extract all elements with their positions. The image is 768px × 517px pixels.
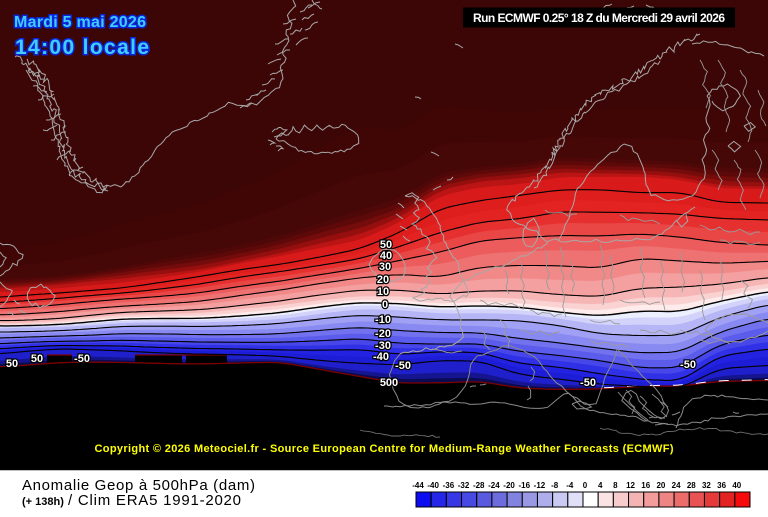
svg-text:-30: -30	[375, 340, 391, 352]
svg-text:20: 20	[377, 274, 389, 286]
svg-text:0: 0	[583, 481, 588, 490]
svg-text:0: 0	[382, 299, 388, 311]
svg-text:40: 40	[732, 481, 741, 490]
svg-text:30: 30	[379, 261, 391, 273]
svg-text:14:00 locale: 14:00 locale	[15, 36, 149, 59]
svg-text:Run ECMWF 0.25° 18 Z du Mercre: Run ECMWF 0.25° 18 Z du Mercredi 29 avri…	[473, 11, 725, 25]
svg-text:36: 36	[717, 481, 726, 490]
svg-text:40: 40	[380, 250, 392, 262]
svg-text:-20: -20	[375, 328, 391, 340]
svg-text:-36: -36	[443, 481, 455, 490]
svg-text:50: 50	[31, 353, 43, 365]
svg-text:28: 28	[687, 481, 696, 490]
svg-text:-8: -8	[551, 481, 559, 490]
svg-text:50: 50	[6, 358, 18, 370]
svg-text:50: 50	[380, 239, 392, 251]
svg-text:-10: -10	[375, 314, 391, 326]
svg-text:10: 10	[377, 286, 389, 298]
svg-text:8: 8	[613, 481, 618, 490]
svg-text:Anomalie Geop à 500hPa (dam): Anomalie Geop à 500hPa (dam)	[22, 477, 255, 494]
svg-text:(+ 138h): (+ 138h)	[22, 496, 64, 508]
svg-text:Mardi 5 mai 2026: Mardi 5 mai 2026	[14, 14, 146, 31]
svg-text:Copyright © 2026 Meteociel.fr: Copyright © 2026 Meteociel.fr - Source E…	[95, 443, 674, 455]
svg-text:-50: -50	[580, 377, 596, 389]
svg-text:-20: -20	[503, 481, 515, 490]
svg-text:4: 4	[598, 481, 603, 490]
svg-text:-28: -28	[473, 481, 485, 490]
svg-text:-40: -40	[373, 351, 389, 363]
svg-text:-12: -12	[534, 481, 546, 490]
svg-text:-50: -50	[74, 353, 90, 365]
svg-text:-50: -50	[395, 360, 411, 372]
svg-text:-24: -24	[488, 481, 500, 490]
svg-text:-16: -16	[518, 481, 530, 490]
svg-text:-44: -44	[412, 481, 424, 490]
svg-text:/ Clim ERA5 1991-2020: / Clim ERA5 1991-2020	[68, 492, 241, 509]
svg-text:-32: -32	[458, 481, 470, 490]
svg-text:12: 12	[626, 481, 635, 490]
svg-text:500: 500	[380, 377, 398, 389]
svg-text:16: 16	[641, 481, 650, 490]
svg-text:32: 32	[702, 481, 711, 490]
svg-text:20: 20	[656, 481, 665, 490]
svg-text:24: 24	[672, 481, 681, 490]
svg-text:-4: -4	[566, 481, 574, 490]
svg-text:-40: -40	[427, 481, 439, 490]
svg-text:-50: -50	[680, 359, 696, 371]
